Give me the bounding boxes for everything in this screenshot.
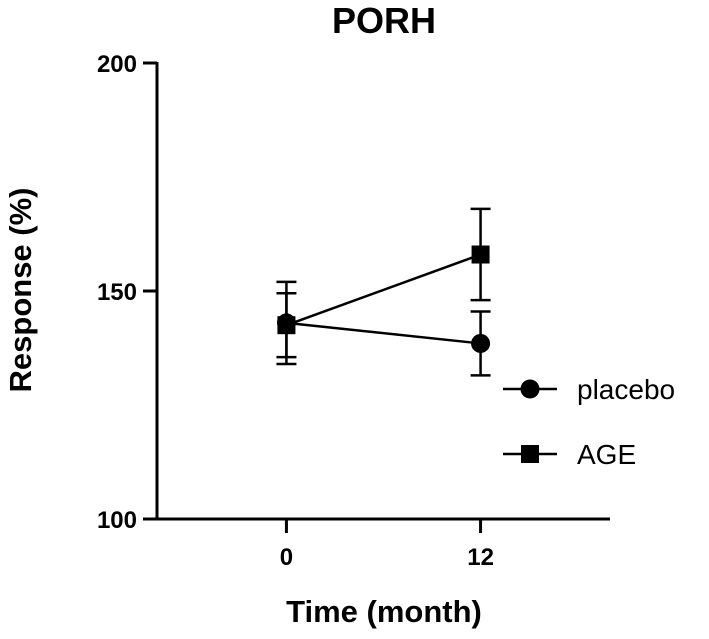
y-tick-label: 200: [97, 51, 137, 78]
series-placebo: [276, 280, 491, 377]
series-layer: [276, 207, 491, 377]
y-axis-label: Response (%): [3, 188, 38, 393]
y-tick-label: 150: [97, 279, 137, 306]
data-point: [277, 316, 296, 335]
legend-item-age: AGE: [503, 439, 636, 470]
legend: placebo AGE: [503, 374, 675, 470]
series-age: [276, 207, 491, 359]
data-point: [471, 333, 491, 353]
chart-title: PORH: [332, 0, 436, 41]
legend-marker: [521, 445, 539, 463]
ticks: 100 150 200 0 12: [97, 51, 494, 571]
x-axis-label: Time (month): [286, 594, 482, 629]
x-tick-label: 12: [467, 544, 494, 571]
legend-label: placebo: [577, 374, 675, 405]
series-line: [286, 321, 481, 345]
y-tick-label: 100: [97, 507, 137, 534]
legend-label: AGE: [577, 439, 636, 470]
series-line: [286, 253, 481, 327]
legend-item-placebo: placebo: [503, 374, 675, 405]
data-point: [471, 245, 490, 264]
x-tick-label: 0: [280, 544, 293, 571]
legend-marker: [520, 379, 540, 399]
